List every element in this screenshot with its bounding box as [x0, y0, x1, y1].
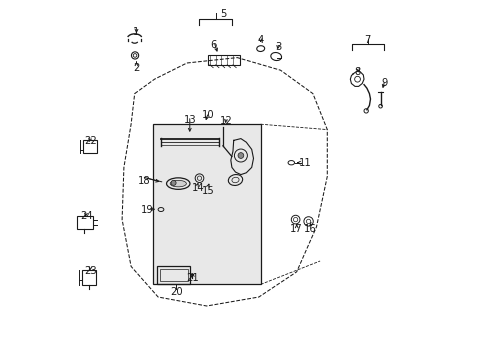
Text: 18: 18 — [138, 176, 150, 186]
Circle shape — [238, 153, 244, 158]
Ellipse shape — [170, 180, 186, 187]
Bar — [207, 55, 240, 65]
Text: 1: 1 — [133, 27, 140, 37]
Text: 12: 12 — [220, 116, 232, 126]
Text: 10: 10 — [202, 110, 214, 120]
Text: 11: 11 — [299, 158, 311, 168]
Text: 15: 15 — [201, 186, 214, 196]
Text: 4: 4 — [257, 35, 264, 45]
Bar — [157, 266, 190, 284]
Text: 16: 16 — [304, 224, 316, 234]
Text: 13: 13 — [183, 114, 196, 125]
Text: 8: 8 — [354, 67, 360, 77]
Circle shape — [171, 180, 176, 185]
Text: 7: 7 — [363, 35, 369, 45]
Text: 17: 17 — [290, 224, 303, 234]
Text: 2: 2 — [133, 63, 140, 73]
Text: 9: 9 — [381, 78, 387, 88]
Text: 24: 24 — [80, 211, 92, 221]
Bar — [81, 270, 96, 285]
Bar — [152, 124, 260, 284]
Text: 20: 20 — [169, 287, 182, 297]
Bar — [157, 135, 162, 148]
Bar — [160, 269, 187, 281]
Text: 23: 23 — [84, 266, 97, 276]
Bar — [77, 216, 93, 229]
Text: 5: 5 — [219, 9, 225, 19]
Text: 19: 19 — [141, 204, 153, 215]
Text: 14: 14 — [191, 183, 203, 193]
Text: 22: 22 — [84, 136, 97, 146]
Text: 21: 21 — [185, 273, 198, 283]
Text: 3: 3 — [275, 42, 281, 52]
Text: 6: 6 — [210, 40, 217, 50]
Bar — [82, 140, 97, 153]
